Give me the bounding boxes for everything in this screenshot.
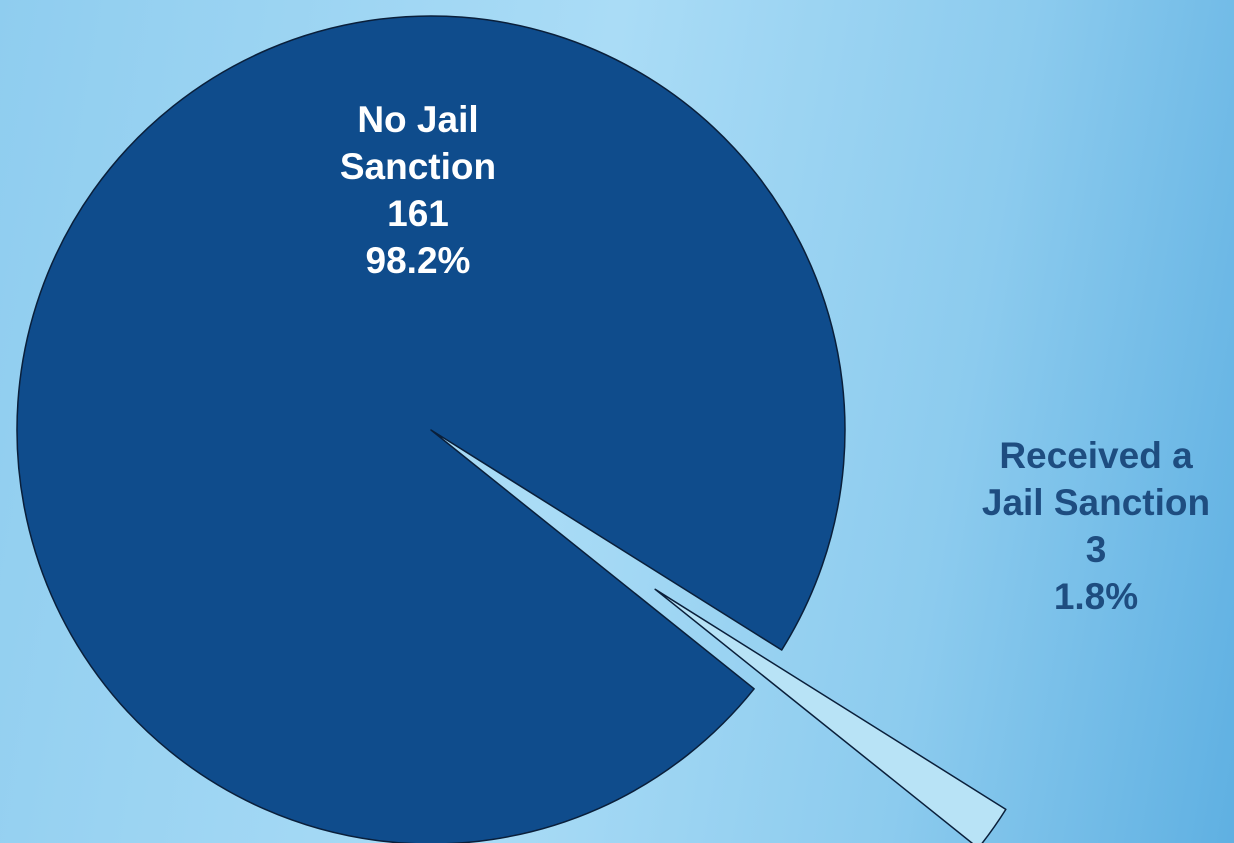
pie-slices — [16, 15, 1007, 843]
percent-label: 98.2% — [366, 240, 471, 281]
value-label: 161 — [387, 193, 449, 234]
label-line-2: Sanction — [340, 146, 496, 187]
slice-received-jail-sanction — [654, 588, 1007, 843]
label-received-jail-sanction: Received a Jail Sanction 3 1.8% — [982, 435, 1210, 617]
label-line-1: Received a — [999, 435, 1193, 476]
label-line-2: Jail Sanction — [982, 482, 1210, 523]
label-line-1: No Jail — [357, 99, 478, 140]
value-label: 3 — [1086, 529, 1107, 570]
slice-labels: No Jail Sanction 161 98.2% Received a Jail Sa… — [340, 99, 1210, 617]
label-no-jail-sanction: No Jail Sanction 161 98.2% — [340, 99, 496, 281]
percent-label: 1.8% — [1054, 576, 1138, 617]
slice-no-jail-sanction — [16, 15, 846, 843]
